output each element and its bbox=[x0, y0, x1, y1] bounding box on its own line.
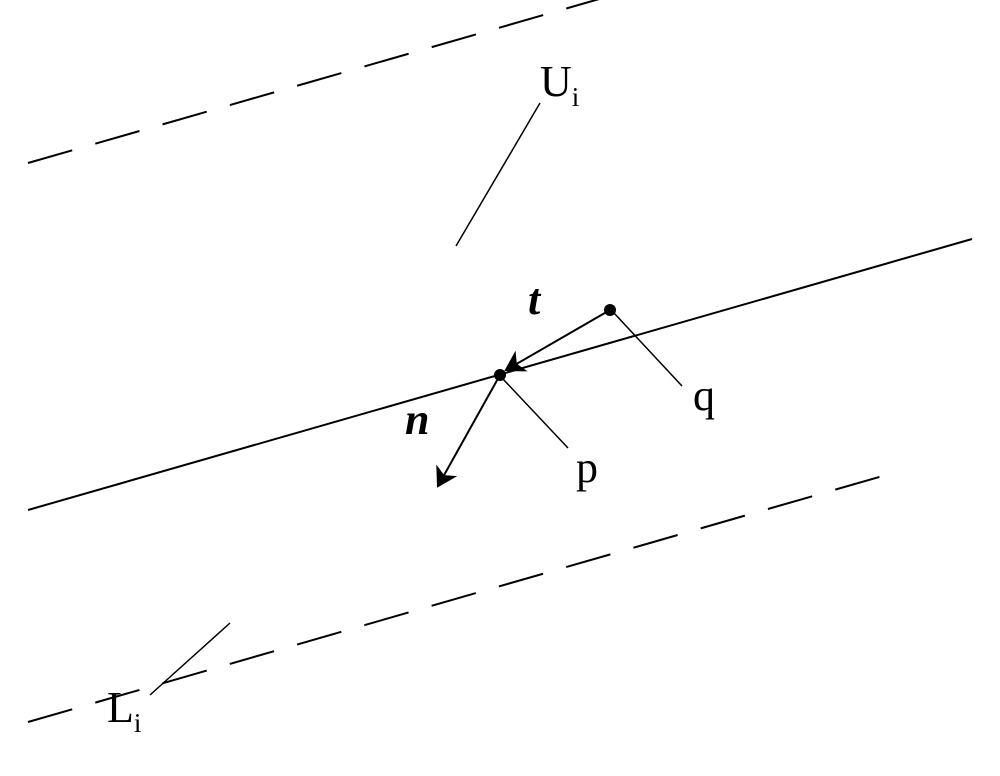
leader-q bbox=[614, 313, 682, 386]
leader-p bbox=[503, 379, 568, 448]
lower-bound-line bbox=[28, 471, 900, 722]
label-point-p: p bbox=[576, 443, 598, 492]
upper-bound-line bbox=[28, 0, 972, 163]
label-point-q: q bbox=[693, 371, 715, 420]
point-q bbox=[604, 304, 616, 316]
label-vector-t: t bbox=[528, 275, 542, 324]
leader-ui bbox=[456, 103, 540, 246]
label-upper-bound: Ui bbox=[540, 57, 579, 112]
leader-li bbox=[150, 623, 230, 695]
vector-t bbox=[506, 310, 610, 370]
point-p bbox=[494, 369, 506, 381]
vector-n bbox=[438, 375, 500, 486]
label-vector-n: n bbox=[405, 395, 429, 444]
